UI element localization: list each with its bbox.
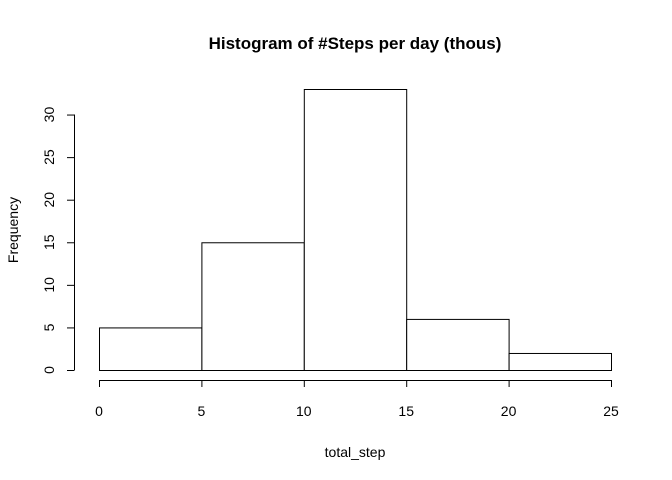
histogram-bar-0: [99, 327, 203, 372]
y-tick-label-0: 0: [41, 366, 57, 374]
chart-title: Histogram of #Steps per day (thous): [209, 34, 502, 53]
histogram-bar-3: [406, 318, 510, 371]
x-tick-label-2: 10: [296, 403, 312, 419]
x-tick-label-4: 20: [501, 403, 517, 419]
y-tick-label-2: 10: [41, 277, 57, 293]
x-tick-label-1: 5: [198, 403, 206, 419]
y-tick-label-1: 5: [41, 323, 57, 331]
histogram-bar-2: [303, 89, 408, 371]
y-axis-label: Frequency: [5, 197, 21, 263]
x-axis: 0 5 10 15 20 25: [95, 380, 619, 419]
x-axis-label: total_step: [325, 444, 386, 460]
x-tick-label-5: 25: [603, 403, 619, 419]
histogram-bar-1: [201, 242, 305, 371]
x-tick-label-0: 0: [95, 403, 103, 419]
histogram-bar-4: [508, 352, 613, 371]
y-tick-label-4: 20: [41, 192, 57, 208]
x-tick-label-3: 15: [398, 403, 414, 419]
bars-group: [99, 89, 613, 372]
y-axis: 0 5 10 15 20 25 30: [41, 107, 75, 374]
y-tick-label-3: 15: [41, 234, 57, 250]
y-tick-label-5: 25: [41, 149, 57, 165]
y-tick-label-6: 30: [41, 107, 57, 123]
